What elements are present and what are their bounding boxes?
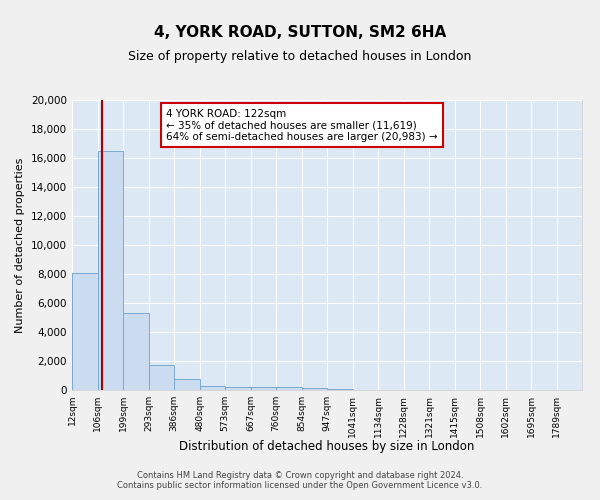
- Bar: [72, 272, 98, 390]
- Bar: [123, 313, 149, 390]
- Y-axis label: Number of detached properties: Number of detached properties: [16, 158, 25, 332]
- Text: 4 YORK ROAD: 122sqm
← 35% of detached houses are smaller (11,619)
64% of semi-de: 4 YORK ROAD: 122sqm ← 35% of detached ho…: [166, 108, 438, 142]
- Text: Size of property relative to detached houses in London: Size of property relative to detached ho…: [128, 50, 472, 63]
- Bar: [174, 379, 200, 390]
- Bar: [98, 151, 123, 390]
- Bar: [200, 386, 225, 390]
- Bar: [149, 364, 174, 390]
- Bar: [123, 313, 149, 390]
- Bar: [251, 388, 276, 390]
- Bar: [276, 388, 302, 390]
- Bar: [174, 379, 200, 390]
- Text: Contains HM Land Registry data © Crown copyright and database right 2024.
Contai: Contains HM Land Registry data © Crown c…: [118, 470, 482, 490]
- X-axis label: Distribution of detached houses by size in London: Distribution of detached houses by size …: [179, 440, 475, 453]
- Bar: [98, 151, 123, 390]
- Bar: [149, 364, 174, 390]
- Bar: [225, 387, 251, 390]
- Bar: [225, 387, 251, 390]
- Bar: [276, 388, 302, 390]
- Bar: [302, 388, 327, 390]
- Bar: [72, 272, 98, 390]
- Bar: [302, 388, 327, 390]
- Text: 4, YORK ROAD, SUTTON, SM2 6HA: 4, YORK ROAD, SUTTON, SM2 6HA: [154, 25, 446, 40]
- Bar: [251, 388, 276, 390]
- Bar: [200, 386, 225, 390]
